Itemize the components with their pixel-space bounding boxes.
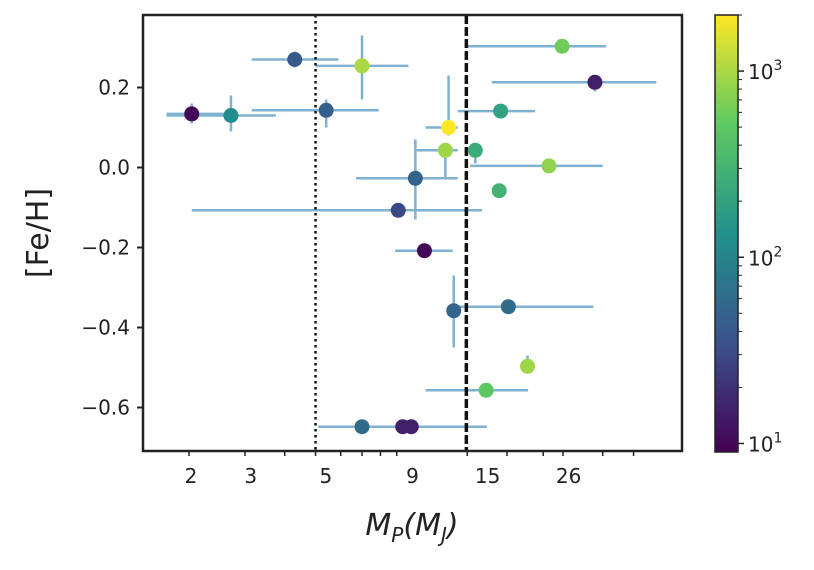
data-point: [493, 103, 509, 119]
data-point: [441, 120, 457, 135]
data-point: [467, 142, 483, 158]
x-tick-label: 2: [185, 464, 198, 488]
reference-lines: [314, 15, 469, 451]
plot-frame: [141, 13, 684, 453]
data-point: [354, 58, 370, 74]
data-point: [184, 106, 200, 122]
colorbar-tick-label: 102: [748, 244, 782, 270]
data-point: [416, 243, 432, 259]
colorbar-ticks: 103 102 101: [738, 14, 782, 456]
x-axis-ticks: 2 3 5 9 15 26: [185, 451, 635, 488]
error-bars: [166, 35, 657, 432]
data-point: [541, 158, 557, 174]
x-tick-label: 3: [244, 464, 257, 488]
y-axis-ticks: 0.2 0.0 −0.2 −0.4 −0.6: [81, 76, 143, 420]
y-tick-label: 0.2: [98, 76, 130, 100]
x-tick-label: 5: [320, 464, 333, 488]
data-point: [554, 38, 570, 54]
x-tick-label: 26: [556, 464, 581, 488]
x-axis-label: MP(MJ): [365, 508, 458, 547]
x-tick-label: 9: [406, 464, 419, 488]
data-point: [478, 382, 494, 398]
y-axis-label: [Fe/H]: [21, 188, 56, 278]
data-point: [437, 142, 453, 158]
x-tick-label: 15: [475, 464, 500, 488]
data-point: [223, 108, 239, 123]
data-points: [184, 38, 603, 435]
y-tick-label: 0.0: [98, 156, 130, 180]
data-point: [318, 102, 334, 118]
data-point: [390, 202, 406, 218]
data-point: [446, 303, 462, 319]
data-point: [407, 170, 423, 186]
data-point: [519, 358, 535, 374]
data-point: [500, 299, 516, 315]
data-point: [491, 183, 507, 199]
data-point: [587, 74, 603, 90]
y-tick-label: −0.4: [81, 316, 130, 340]
data-point: [403, 419, 419, 435]
data-point: [354, 419, 370, 435]
colorbar: [714, 14, 739, 453]
y-tick-label: −0.6: [81, 396, 130, 420]
data-point: [287, 52, 303, 67]
y-tick-label: −0.2: [81, 236, 130, 260]
colorbar-tick-label: 101: [748, 430, 782, 456]
colorbar-tick-label: 103: [748, 58, 782, 84]
